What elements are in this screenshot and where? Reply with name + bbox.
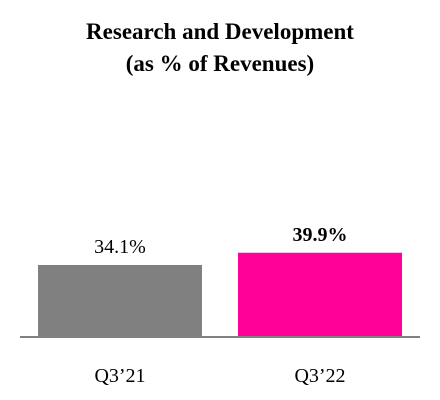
chart-subtitle: (as % of Revenues) (125, 51, 315, 76)
bar-1 (38, 265, 202, 337)
data-label-2: 39.9% (293, 224, 348, 246)
bar-2 (238, 252, 402, 337)
chart-title: Research and Development (86, 19, 354, 44)
chart-title-block: Research and Development (as % of Revenu… (0, 16, 440, 80)
bars-group (38, 252, 402, 337)
data-label-1: 34.1% (94, 236, 146, 258)
x-tick-label-2: Q3’22 (294, 365, 345, 387)
x-tick-label-1: Q3’21 (94, 365, 145, 387)
labels-group: 34.1% Q3’21 39.9% Q3’22 (94, 224, 347, 387)
